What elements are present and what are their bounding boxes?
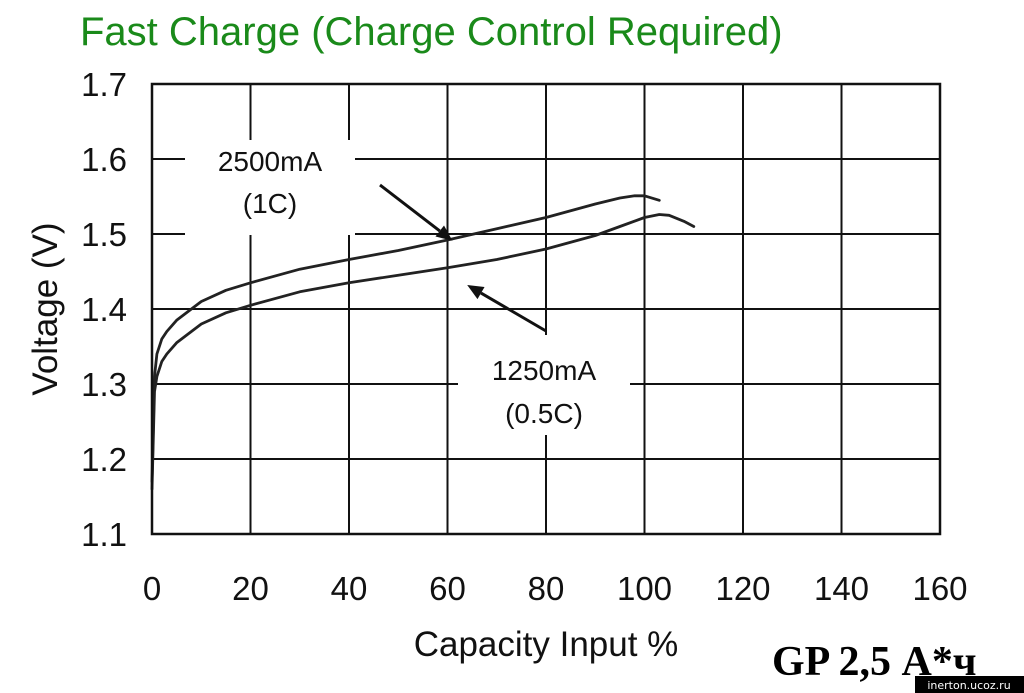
arrow-shaft xyxy=(480,291,547,333)
series-line-0 xyxy=(150,194,661,483)
x-tick-label: 20 xyxy=(232,570,269,607)
series-line-1 xyxy=(150,213,696,491)
y-tick-label: 1.4 xyxy=(81,291,127,328)
x-axis-ticks: 0 20 40 60 80 100 120 140 160 xyxy=(143,570,968,607)
watermark: inerton.ucoz.ru xyxy=(927,679,1010,692)
annotation-2500ma-arrow xyxy=(379,183,453,241)
x-tick-label: 140 xyxy=(814,570,869,607)
y-tick-label: 1.5 xyxy=(81,216,127,253)
x-tick-label: 60 xyxy=(429,570,466,607)
arrow-head xyxy=(435,225,453,241)
arrow-shaft xyxy=(379,183,441,233)
y-tick-label: 1.6 xyxy=(81,141,127,178)
annotation-1250ma-arrow xyxy=(467,285,547,333)
annotation-2500ma: 2500mA (1C) xyxy=(185,140,453,241)
arrow-head xyxy=(467,285,485,300)
chart-title: Fast Charge (Charge Control Required) xyxy=(80,10,783,54)
y-tick-label: 1.3 xyxy=(81,366,127,403)
watermark-bg xyxy=(915,676,1024,693)
y-tick-label: 1.2 xyxy=(81,441,127,478)
x-tick-label: 80 xyxy=(528,570,565,607)
y-tick-label: 1.1 xyxy=(81,516,127,553)
annotation-2500ma-line2: (1C) xyxy=(243,188,297,219)
x-tick-label: 100 xyxy=(617,570,672,607)
annotation-1250ma: 1250mA (0.5C) xyxy=(458,285,630,435)
annotation-2500ma-line1: 2500mA xyxy=(218,146,323,177)
plot-frame xyxy=(150,82,942,536)
y-axis-ticks: 1.1 1.2 1.3 1.4 1.5 1.6 1.7 xyxy=(81,66,127,553)
x-tick-label: 120 xyxy=(715,570,770,607)
x-tick-label: 40 xyxy=(331,570,368,607)
annotation-1250ma-line2: (0.5C) xyxy=(505,398,583,429)
x-axis-label: Capacity Input % xyxy=(414,625,679,664)
y-tick-label: 1.7 xyxy=(81,66,127,103)
x-tick-label: 160 xyxy=(912,570,967,607)
annotation-1250ma-line1: 1250mA xyxy=(492,355,597,386)
x-tick-label: 0 xyxy=(143,570,161,607)
data-series xyxy=(150,194,696,491)
y-axis-label: Voltage (V) xyxy=(26,222,65,395)
